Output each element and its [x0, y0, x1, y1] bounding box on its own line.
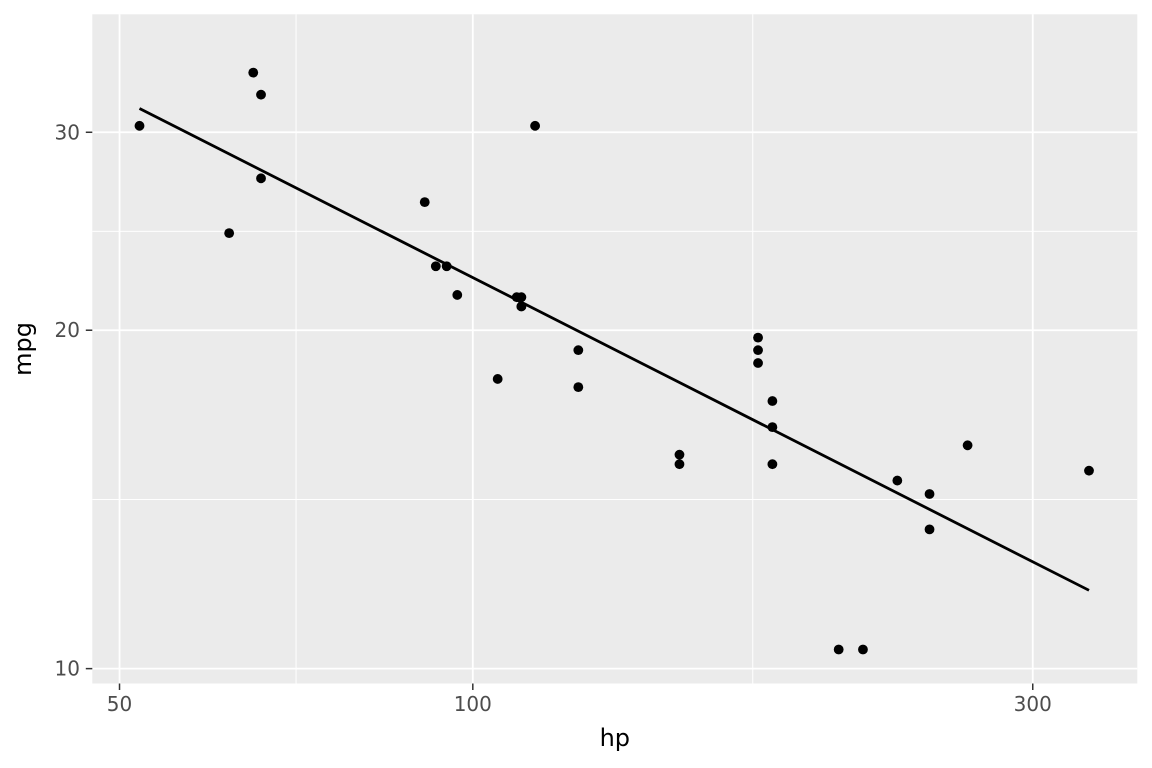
data-point	[256, 89, 266, 100]
data-point	[134, 120, 145, 131]
data-point	[452, 290, 463, 300]
data-point	[441, 261, 452, 272]
data-point	[1084, 465, 1094, 476]
data-point	[924, 524, 935, 535]
data-point	[833, 644, 844, 655]
regression-line	[138, 107, 1090, 592]
data-point	[924, 489, 935, 499]
data-point	[511, 292, 522, 303]
data-point	[962, 440, 973, 451]
data-point	[674, 459, 685, 470]
data-point	[248, 67, 259, 78]
data-point	[530, 120, 540, 131]
x-tick-label: 300	[1014, 692, 1052, 716]
data-point	[767, 396, 778, 406]
data-point	[224, 228, 235, 239]
data-point	[573, 345, 584, 356]
y-tick-label: 20	[55, 318, 80, 342]
data-point	[753, 345, 763, 356]
data-point	[430, 261, 441, 272]
data-point	[753, 358, 763, 368]
y-axis-title: mpg	[9, 322, 37, 376]
data-point	[767, 459, 778, 470]
y-tick-label: 10	[55, 657, 80, 681]
data-point	[674, 449, 685, 460]
x-tick-label: 100	[454, 692, 492, 716]
data-point	[753, 332, 763, 343]
data-point	[256, 173, 266, 184]
data-point	[419, 197, 430, 208]
data-point	[492, 374, 503, 384]
x-axis-title: hp	[600, 724, 630, 752]
data-point	[516, 301, 527, 312]
data-point	[858, 644, 868, 655]
y-tick-label: 30	[55, 120, 80, 144]
x-tick-label: 50	[107, 692, 132, 716]
data-point	[767, 422, 778, 433]
data-point	[892, 475, 903, 486]
data-point	[573, 382, 584, 393]
